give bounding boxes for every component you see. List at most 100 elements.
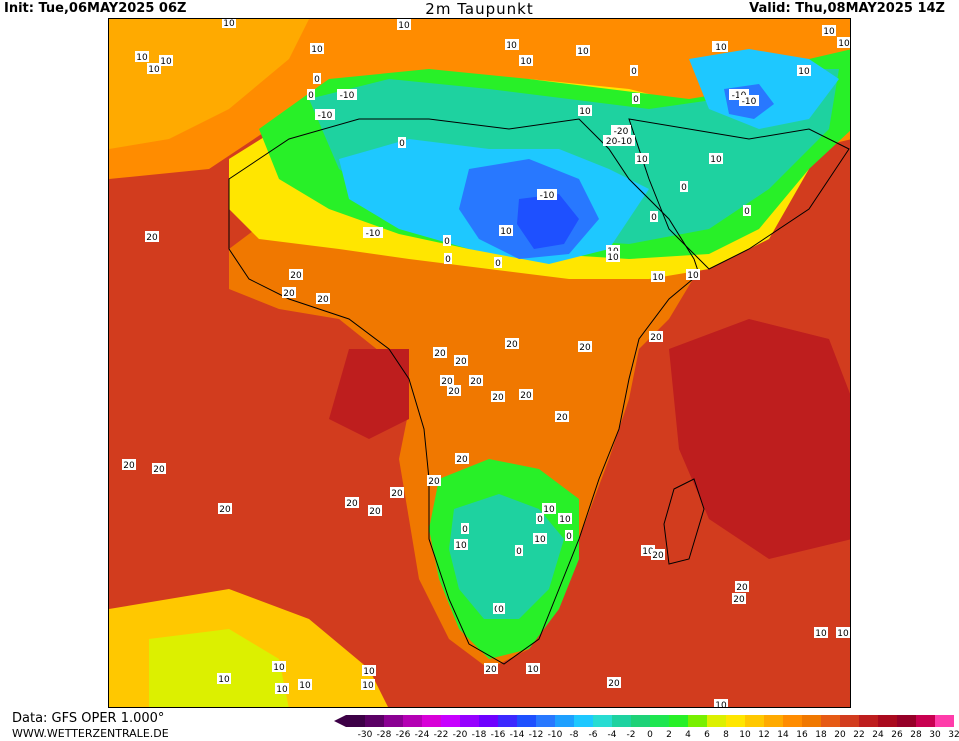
- svg-text:10: 10: [559, 515, 571, 525]
- svg-text:0: 0: [444, 237, 450, 247]
- svg-text:-10: -10: [742, 97, 757, 107]
- contour-label: 0: [536, 513, 544, 525]
- contour-label: 0: [510, 39, 518, 51]
- svg-text:-10: -10: [540, 191, 555, 201]
- svg-text:10: 10: [687, 271, 699, 281]
- contour-label: 10: [814, 627, 828, 639]
- contour-label: 0: [565, 530, 573, 542]
- contour-label: -10: [537, 189, 557, 201]
- svg-text:10: 10: [398, 21, 410, 31]
- svg-text:20: 20: [346, 499, 358, 509]
- contour-label: 20: [484, 663, 498, 675]
- svg-text:10: 10: [715, 43, 727, 53]
- contour-label: 10: [272, 661, 286, 673]
- contour-label: 10: [298, 679, 312, 691]
- contour-label: 10: [222, 19, 236, 29]
- legend-swatch: [384, 715, 403, 727]
- legend-swatch: [593, 715, 612, 727]
- contour-label: 20: [316, 293, 330, 305]
- svg-text:10: 10: [534, 535, 546, 545]
- contour-label: 20: [433, 347, 447, 359]
- contour-label: 20: [649, 331, 663, 343]
- svg-text:0: 0: [631, 67, 637, 77]
- svg-text:20: 20: [650, 333, 662, 343]
- contour-label: 10: [578, 105, 592, 117]
- contour-label: 10: [454, 539, 468, 551]
- svg-text:10: 10: [543, 505, 555, 515]
- legend-swatch: [555, 715, 574, 727]
- contour-label: 10: [361, 679, 375, 691]
- legend-swatch: [498, 715, 517, 727]
- svg-text:-10: -10: [366, 229, 381, 239]
- legend-swatch: [935, 715, 954, 727]
- svg-text:0: 0: [651, 213, 657, 223]
- svg-text:20: 20: [485, 665, 497, 675]
- contour-label: 10: [714, 41, 728, 53]
- contour-label: 0: [743, 205, 751, 217]
- svg-text:20: 20: [733, 595, 745, 605]
- svg-text:10: 10: [527, 665, 539, 675]
- svg-text:20: 20: [456, 455, 468, 465]
- svg-text:20: 20: [146, 233, 158, 243]
- svg-text:0: 0: [498, 605, 504, 615]
- svg-text:10: 10: [363, 667, 375, 677]
- contour-label: 20: [735, 581, 749, 593]
- svg-text:10: 10: [455, 541, 467, 551]
- map-canvas: 101010101010101010101010101000-10-10-10-…: [109, 19, 851, 708]
- contour-label: 10: [797, 65, 811, 77]
- contour-label: 0: [398, 137, 406, 149]
- svg-text:20: 20: [434, 349, 446, 359]
- website-label: WWW.WETTERZENTRALE.DE: [12, 727, 169, 740]
- svg-text:20: 20: [283, 289, 295, 299]
- svg-text:0: 0: [744, 207, 750, 217]
- svg-text:20: 20: [492, 393, 504, 403]
- legend-swatch: [840, 715, 859, 727]
- contour-label: 20: [469, 375, 483, 387]
- svg-text:10: 10: [710, 155, 722, 165]
- contour-label: 10: [651, 271, 665, 283]
- contour-label: 20: [505, 338, 519, 350]
- svg-text:0: 0: [681, 183, 687, 193]
- color-legend: -30 -28 -26 -24 -22 -20 -18 -16 -14 -12 -10 -8 -6 -4-…: [334, 713, 954, 733]
- contour-label: 20: [555, 411, 569, 423]
- contour-label: 0: [515, 545, 523, 557]
- contour-label: 10: [836, 627, 850, 639]
- legend-swatch: [726, 715, 745, 727]
- svg-text:10: 10: [815, 629, 827, 639]
- legend-swatch: [422, 715, 441, 727]
- svg-text:10: 10: [520, 57, 532, 67]
- contour-label: 20: [282, 287, 296, 299]
- legend-arrow-left: [334, 715, 346, 727]
- svg-text:10: 10: [273, 663, 285, 673]
- contour-label: 20: [145, 231, 159, 243]
- valid-time-label: Valid: Thu,08MAY2025 14Z: [749, 1, 945, 16]
- svg-text:20: 20: [736, 583, 748, 593]
- contour-label: 10: [709, 153, 723, 165]
- contour-label: 10: [576, 45, 590, 57]
- legend-swatch: [612, 715, 631, 727]
- legend-bar: [334, 713, 954, 729]
- svg-text:10: 10: [223, 19, 235, 29]
- svg-text:10: 10: [837, 629, 849, 639]
- contour-label: 0: [313, 73, 321, 85]
- legend-swatch: [688, 715, 707, 727]
- contour-label: 20-10: [603, 135, 635, 147]
- svg-text:0: 0: [633, 95, 639, 105]
- legend-swatch: [878, 715, 897, 727]
- contour-label: 0: [680, 181, 688, 193]
- svg-text:10: 10: [579, 107, 591, 117]
- contour-label: -10: [315, 109, 335, 121]
- contour-label: 10: [519, 55, 533, 67]
- svg-text:10: 10: [823, 27, 835, 37]
- contour-label: 10: [558, 513, 572, 525]
- svg-text:0: 0: [445, 255, 451, 265]
- svg-text:20: 20: [470, 377, 482, 387]
- svg-text:10: 10: [798, 67, 810, 77]
- contour-label: 0: [444, 253, 452, 265]
- contour-label: 20: [454, 355, 468, 367]
- contour-label: 10: [822, 25, 836, 37]
- svg-text:20: 20: [290, 271, 302, 281]
- contour-label: 0: [497, 603, 505, 615]
- contour-label: 0: [461, 523, 469, 535]
- svg-text:20: 20: [391, 489, 403, 499]
